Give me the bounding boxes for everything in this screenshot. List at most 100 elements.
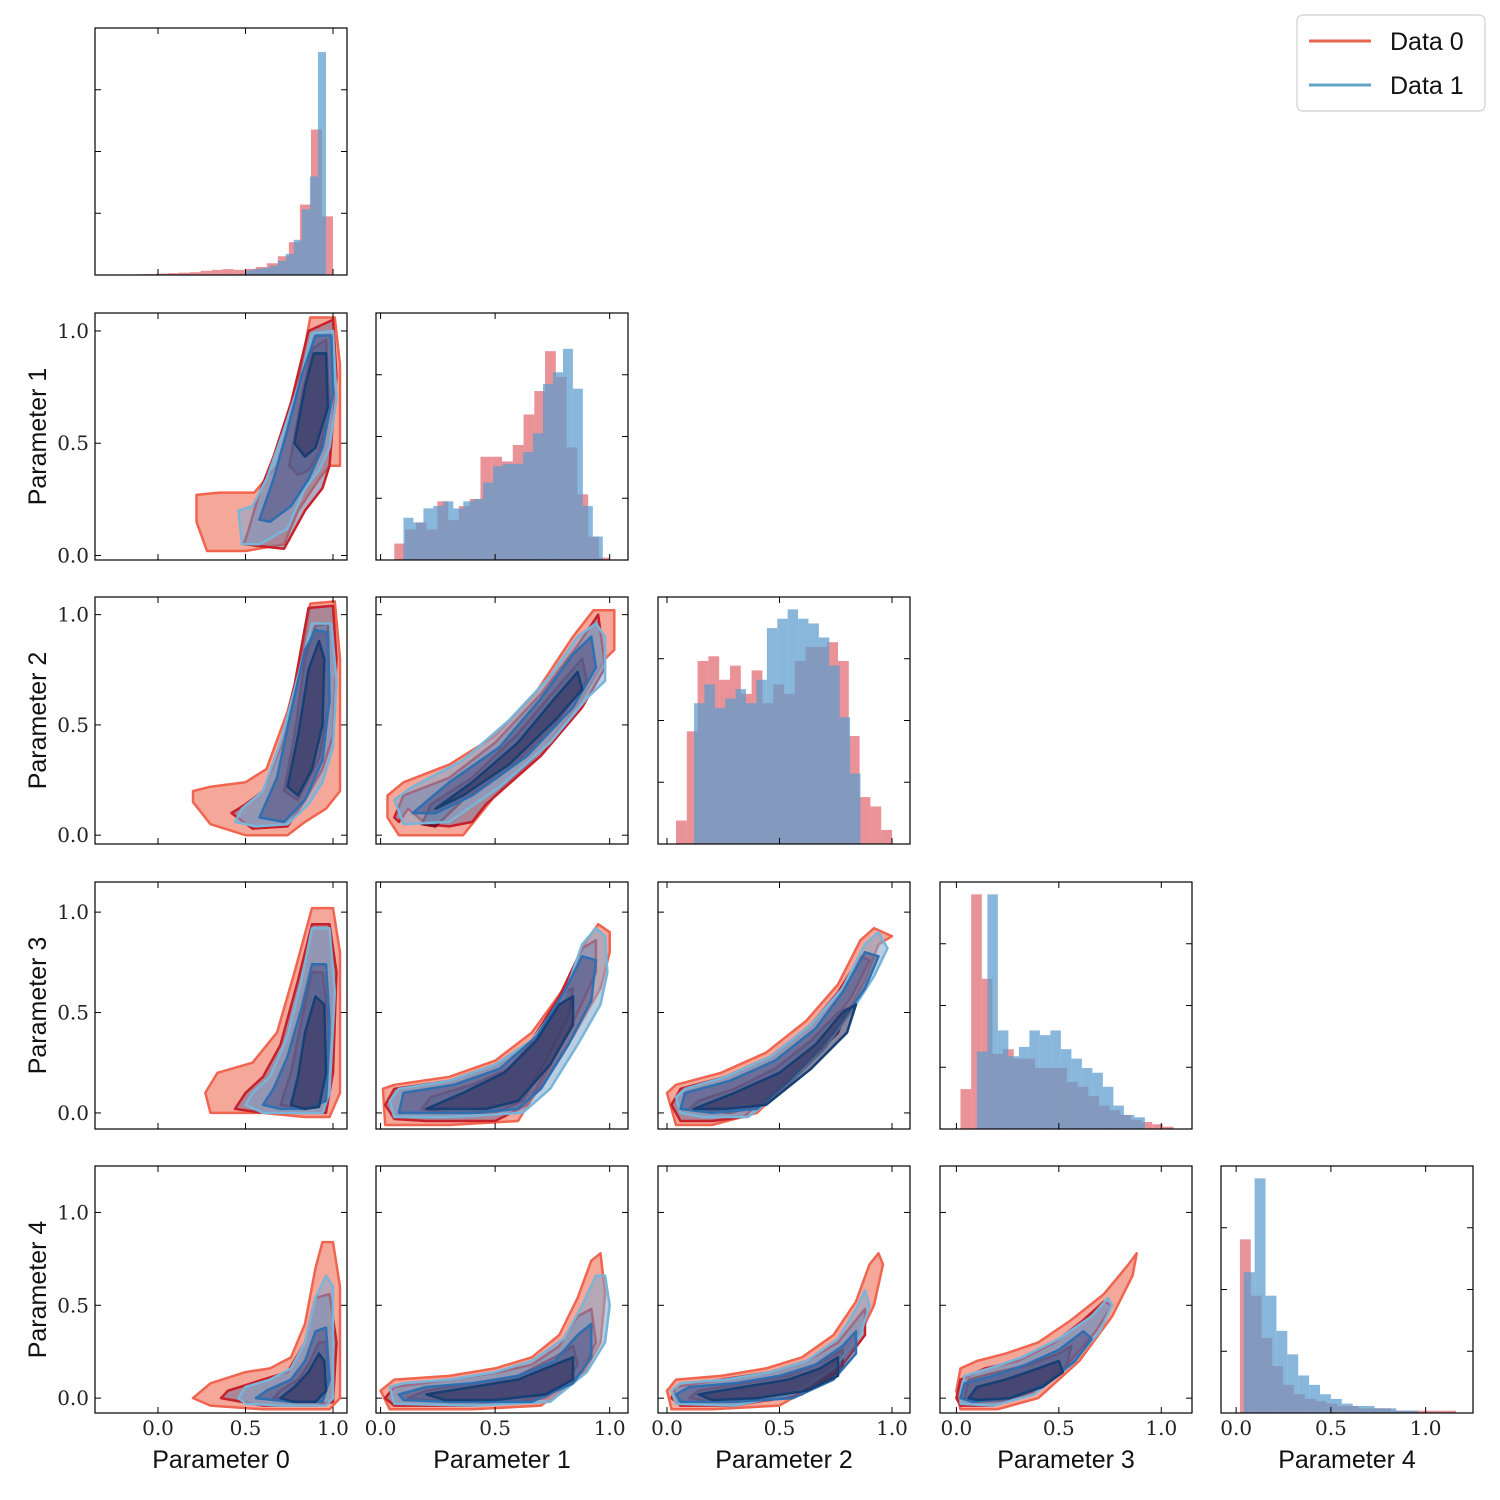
hist-bar bbox=[1029, 1030, 1040, 1129]
hist-bar bbox=[269, 265, 278, 275]
legend-label: Data 0 bbox=[1390, 28, 1464, 56]
hist-bar bbox=[818, 637, 830, 844]
y-tick-label: 1.0 bbox=[57, 1200, 89, 1224]
hist-bar bbox=[1298, 1375, 1310, 1413]
hist-bar bbox=[403, 517, 414, 560]
hist-bar bbox=[839, 717, 851, 844]
y-tick-label: 0.5 bbox=[57, 431, 89, 455]
hist-bar bbox=[735, 689, 747, 844]
contour-data1-inner bbox=[692, 1003, 858, 1111]
hist-bar bbox=[829, 665, 840, 844]
legend-label: Data 1 bbox=[1390, 72, 1464, 100]
hist-bar bbox=[222, 269, 234, 275]
hist-bar bbox=[1309, 1384, 1320, 1413]
hist-bar bbox=[309, 176, 318, 275]
y-tick-label: 0.5 bbox=[57, 1001, 89, 1025]
hist-bar bbox=[423, 508, 434, 560]
hist-bar bbox=[1071, 1058, 1082, 1129]
marginal-3 bbox=[960, 894, 1174, 1129]
hist-bar bbox=[676, 820, 687, 844]
hist-bar bbox=[1152, 1124, 1163, 1129]
x-axis-label: Parameter 1 bbox=[433, 1446, 571, 1474]
contour-panel-4-1 bbox=[379, 1252, 611, 1411]
contour-panel-4-3 bbox=[955, 1252, 1138, 1411]
y-tick-label: 0.5 bbox=[57, 713, 89, 737]
y-tick-label: 0.0 bbox=[57, 544, 89, 568]
hist-bar bbox=[1320, 1394, 1331, 1413]
x-tick-label: 0.5 bbox=[479, 1416, 511, 1440]
hist-bar bbox=[787, 609, 799, 844]
y-tick-label: 1.0 bbox=[57, 603, 89, 627]
hist-bar bbox=[1434, 1410, 1446, 1413]
hist-bar bbox=[1412, 1410, 1424, 1413]
panel-frame bbox=[657, 881, 911, 1130]
hist-bar bbox=[513, 463, 524, 560]
y-tick-label: 1.0 bbox=[57, 900, 89, 924]
panel-frame bbox=[657, 1165, 911, 1414]
x-axis-label: Parameter 3 bbox=[997, 1446, 1135, 1474]
contour-data1-inner bbox=[434, 670, 584, 810]
hist-bar bbox=[1081, 1067, 1093, 1129]
x-tick-label: 1.0 bbox=[317, 1416, 349, 1440]
hist-bar bbox=[1385, 1408, 1397, 1413]
hist-bar bbox=[493, 466, 504, 560]
contour-panel-4-0 bbox=[191, 1240, 342, 1411]
contour-panel-2-1 bbox=[386, 608, 616, 837]
hist-bar bbox=[1092, 1072, 1103, 1129]
x-tick-label: 0.5 bbox=[764, 1416, 796, 1440]
hist-bar bbox=[523, 452, 534, 560]
marginal-4 bbox=[1239, 1178, 1456, 1413]
hist-bar bbox=[483, 482, 494, 560]
contour-data1-inner bbox=[279, 1352, 328, 1404]
contour-panel-3-1 bbox=[381, 922, 611, 1127]
hist-bar bbox=[503, 463, 514, 560]
hist-bar bbox=[1008, 1056, 1019, 1129]
x-tick-label: 1.0 bbox=[1410, 1416, 1442, 1440]
hist-bar bbox=[798, 618, 809, 844]
hist-bar bbox=[167, 273, 179, 275]
hist-bar bbox=[178, 272, 190, 275]
panel-frame bbox=[94, 312, 348, 561]
y-axis-label: Parameter 2 bbox=[24, 652, 52, 790]
hist-bar bbox=[533, 433, 544, 560]
hist-bar bbox=[694, 703, 705, 844]
hist-bar bbox=[1050, 1030, 1061, 1129]
hist-bar bbox=[317, 52, 326, 275]
hist-bar bbox=[976, 1051, 988, 1129]
hist-bar bbox=[453, 508, 464, 560]
hist-bar bbox=[881, 829, 892, 844]
hist-bar bbox=[1374, 1408, 1386, 1413]
hist-bar bbox=[277, 260, 286, 275]
x-tick-label: 1.0 bbox=[594, 1416, 626, 1440]
hist-bar bbox=[971, 894, 982, 1129]
hist-bar bbox=[850, 773, 861, 844]
panel-frame bbox=[375, 881, 629, 1130]
hist-bar bbox=[808, 623, 819, 844]
contour-data1-inner bbox=[425, 1356, 575, 1402]
contour-data1-inner bbox=[286, 639, 326, 797]
hist-bar bbox=[394, 543, 406, 560]
hist-bar bbox=[1407, 1410, 1419, 1413]
hist-bar bbox=[293, 239, 302, 275]
y-axis-label: Parameter 3 bbox=[24, 937, 52, 1075]
hist-bar bbox=[960, 1089, 972, 1129]
x-axis-label: Parameter 4 bbox=[1278, 1446, 1416, 1474]
x-tick-label: 0.0 bbox=[940, 1416, 972, 1440]
contour-data1-inner bbox=[697, 1356, 840, 1402]
contour-data1-outer bbox=[393, 622, 607, 826]
contour-data1-inner bbox=[425, 995, 575, 1111]
hist-bar bbox=[766, 628, 778, 844]
hist-bar bbox=[1341, 1403, 1353, 1413]
marginal-0 bbox=[112, 52, 333, 275]
hist-bar bbox=[473, 498, 484, 560]
contour-data1-inner bbox=[293, 352, 330, 458]
hist-bar bbox=[1102, 1086, 1114, 1129]
hist-bar bbox=[285, 253, 294, 275]
panel-frame bbox=[375, 1165, 629, 1414]
x-tick-label: 1.0 bbox=[1145, 1416, 1177, 1440]
hist-bar bbox=[1123, 1114, 1135, 1129]
x-tick-label: 1.0 bbox=[876, 1416, 908, 1440]
panel-frame bbox=[939, 1165, 1193, 1414]
hist-bar bbox=[1396, 1410, 1408, 1413]
y-tick-label: 0.0 bbox=[57, 1101, 89, 1125]
